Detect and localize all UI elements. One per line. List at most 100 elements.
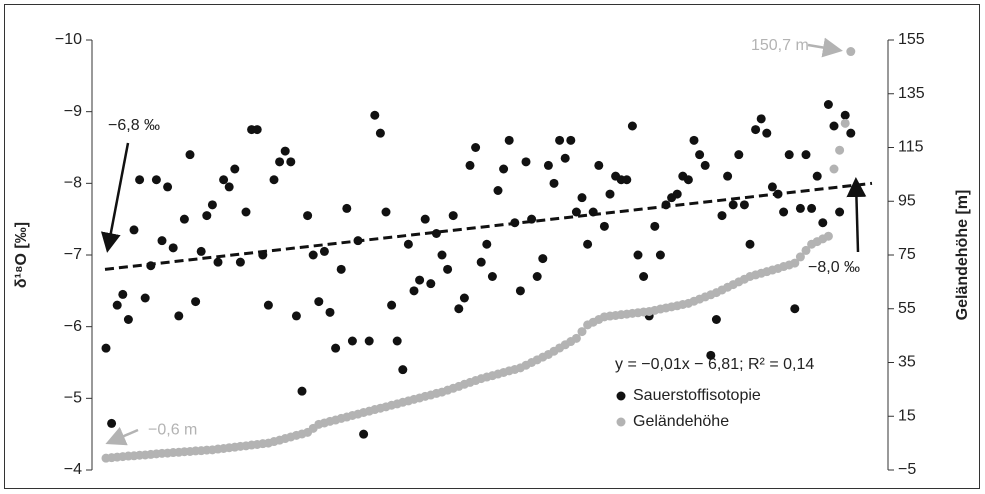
point	[420, 214, 430, 224]
point	[314, 297, 324, 307]
point	[829, 121, 839, 131]
point	[207, 200, 217, 210]
point	[767, 182, 777, 192]
point	[118, 289, 128, 299]
point	[291, 311, 301, 321]
point	[706, 350, 716, 360]
point	[319, 246, 329, 256]
point	[734, 150, 744, 160]
y2-tick-label: 95	[898, 192, 916, 209]
y-tick-label: −10	[55, 31, 82, 48]
point	[331, 343, 341, 353]
point	[359, 429, 369, 439]
point	[532, 272, 542, 281]
point	[437, 250, 447, 260]
y2-axis-label: Geländehöhe [m]	[954, 190, 971, 321]
point	[129, 225, 139, 235]
y2-tick-label: 35	[898, 354, 916, 371]
point	[823, 100, 833, 109]
point	[168, 243, 178, 253]
point	[269, 175, 279, 185]
point	[689, 135, 699, 145]
point	[191, 297, 201, 307]
point	[594, 160, 604, 170]
point	[235, 257, 245, 267]
point	[840, 118, 850, 128]
point	[790, 304, 800, 314]
point	[571, 333, 581, 343]
point	[426, 279, 436, 289]
point	[739, 200, 749, 210]
point	[515, 286, 525, 296]
legend-label: Geländehöhe	[633, 413, 729, 430]
point	[700, 160, 710, 170]
y-tick-label: −7	[64, 246, 82, 263]
point	[398, 365, 408, 375]
y2-tick-label: 55	[898, 300, 916, 317]
point	[795, 252, 805, 262]
point	[342, 203, 352, 213]
point	[448, 211, 458, 221]
point	[717, 211, 727, 221]
point	[633, 250, 643, 260]
point	[823, 231, 833, 241]
point	[465, 160, 475, 170]
point	[801, 150, 811, 160]
point	[443, 264, 453, 274]
point	[135, 175, 145, 185]
point	[571, 207, 581, 217]
point	[723, 171, 733, 181]
point	[560, 153, 570, 163]
y2-tick-label: −5	[898, 461, 916, 478]
point	[123, 315, 133, 324]
point	[566, 135, 576, 145]
y-tick-label: −9	[64, 103, 82, 120]
point	[196, 246, 206, 256]
point	[846, 47, 856, 57]
point	[163, 182, 173, 192]
y2-tick-label: 155	[898, 31, 925, 48]
point	[454, 304, 464, 314]
point	[711, 315, 721, 324]
point	[179, 214, 189, 224]
point	[308, 250, 318, 260]
point	[577, 327, 587, 337]
point	[275, 157, 285, 167]
point	[650, 221, 660, 231]
y2-tick-label: 135	[898, 85, 925, 102]
point	[431, 229, 441, 238]
point	[762, 128, 772, 138]
point	[107, 418, 117, 428]
point	[543, 160, 553, 170]
point	[297, 386, 307, 396]
point	[835, 207, 845, 217]
point	[795, 203, 805, 213]
point	[230, 164, 240, 174]
point	[639, 272, 649, 281]
arrow	[846, 177, 867, 253]
point	[695, 150, 705, 160]
point	[375, 128, 385, 138]
point	[751, 125, 761, 135]
point	[101, 343, 111, 353]
point	[219, 175, 229, 185]
point	[504, 135, 514, 145]
point	[325, 307, 335, 317]
trend-label: −6,8 ‰	[108, 117, 160, 134]
point	[280, 146, 290, 156]
point	[409, 286, 419, 296]
point	[252, 125, 262, 135]
point	[459, 293, 469, 303]
arrow	[105, 426, 139, 446]
point	[286, 157, 296, 167]
point	[599, 221, 609, 231]
point	[801, 245, 811, 255]
point	[583, 239, 593, 249]
equation: y = −0,01x − 6,81; R² = 0,14	[615, 356, 814, 373]
y-tick-label: −4	[64, 461, 82, 478]
point	[521, 157, 531, 167]
point	[549, 178, 559, 188]
point	[370, 110, 380, 120]
point	[263, 300, 273, 310]
point	[476, 257, 486, 267]
